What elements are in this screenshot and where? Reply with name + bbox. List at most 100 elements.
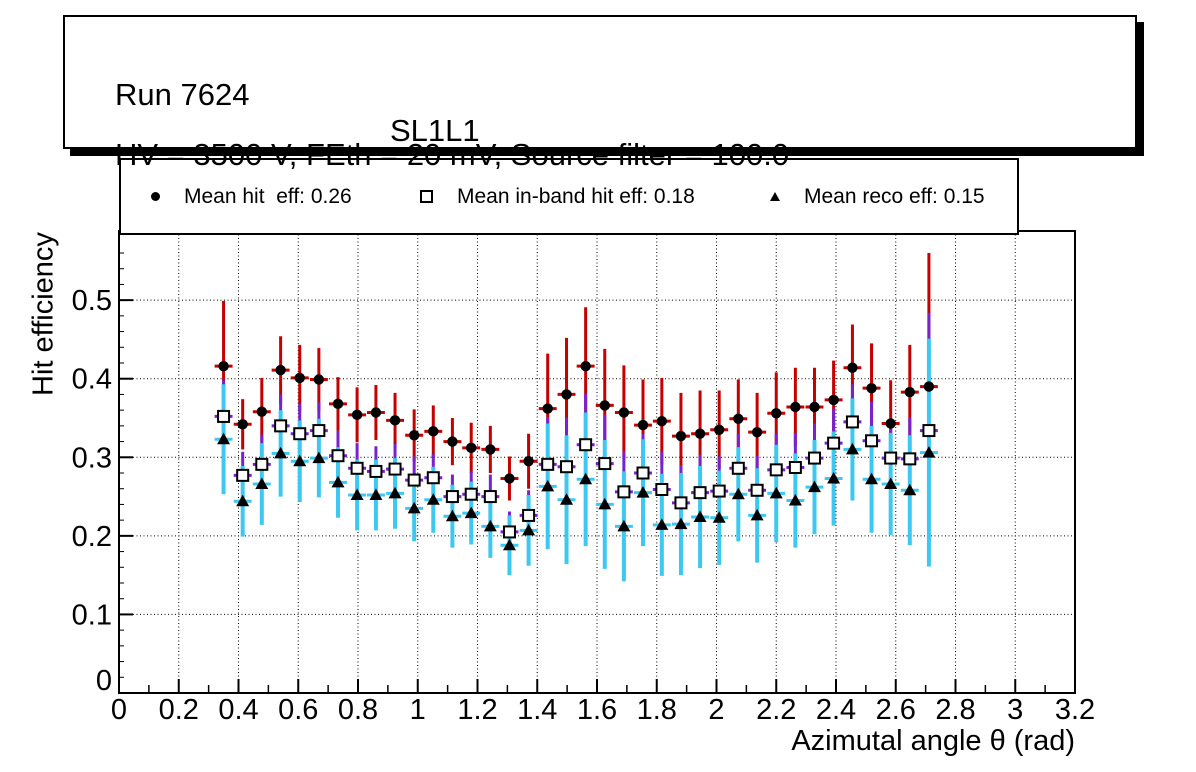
- x-tick-label: 2: [708, 694, 724, 726]
- x-tick-label: 1.4: [517, 694, 557, 726]
- inband-eff-marker: [903, 452, 917, 466]
- hit-eff-marker: [675, 430, 687, 442]
- conditions-text: HV = 3500 V, FEth = 20 mV, Source filter…: [115, 137, 790, 172]
- x-tick-label: 0: [111, 694, 127, 726]
- reco-eff-marker: [788, 494, 802, 506]
- x-tick-label: 2.4: [816, 694, 856, 726]
- reco-eff-marker: [560, 493, 574, 505]
- hit-eff-marker: [466, 442, 477, 454]
- reco-eff-marker: [502, 538, 516, 551]
- reco-eff-marker: [712, 511, 726, 523]
- hit-eff-marker: [332, 398, 344, 410]
- hit-eff-marker: [656, 415, 668, 427]
- inband-eff-marker: [388, 462, 402, 476]
- x-tick-label: 1.2: [457, 694, 497, 726]
- inband-eff-marker: [331, 449, 345, 463]
- title-pave: Run 7624 SL1L1 HV = 3500 V, FEth = 20 mV…: [63, 15, 1137, 172]
- inband-eff-marker: [255, 457, 269, 471]
- x-tick-label: 0.4: [218, 694, 258, 726]
- open-square-icon: [420, 190, 433, 203]
- reco-eff-marker: [217, 432, 231, 445]
- inband-eff-marker: [674, 496, 688, 510]
- hit-eff-marker: [561, 389, 572, 400]
- reco-eff-marker: [693, 510, 707, 522]
- reco-eff-marker: [350, 488, 364, 500]
- inband-eff-marker: [541, 457, 555, 471]
- hit-eff-marker: [408, 430, 420, 441]
- inband-eff-marker: [807, 451, 821, 465]
- legend-entry: Mean hit eff: 0.26: [151, 185, 352, 209]
- reco-eff-marker: [636, 486, 650, 498]
- hit-eff-marker: [771, 408, 782, 419]
- x-tick-label: 0.2: [159, 694, 199, 726]
- reco-eff-marker: [598, 497, 612, 510]
- hit-eff-marker: [618, 407, 630, 418]
- reco-eff-marker: [445, 509, 459, 522]
- inband-eff-marker: [827, 436, 841, 450]
- hit-eff-marker: [504, 473, 515, 484]
- x-tick-label: 1.6: [577, 694, 617, 726]
- hit-eff-marker: [904, 386, 915, 398]
- inband-eff-marker: [483, 490, 497, 504]
- reco-eff-marker: [388, 486, 402, 499]
- reco-eff-marker: [769, 486, 783, 499]
- reco-eff-marker: [617, 519, 631, 532]
- reco-eff-marker: [274, 446, 288, 459]
- inband-eff-marker: [464, 487, 478, 501]
- legend-entry: Mean reco eff: 0.15: [770, 185, 985, 209]
- inband-eff-marker: [731, 461, 745, 475]
- inband-eff-marker: [617, 485, 631, 499]
- y-tick-label: 0.5: [72, 285, 112, 317]
- hit-eff-marker: [523, 456, 534, 467]
- hit-eff-marker: [599, 400, 610, 411]
- inband-eff-marker: [445, 490, 459, 504]
- inband-eff-marker: [636, 466, 650, 480]
- reco-eff-marker: [369, 488, 383, 500]
- y-tick-label: 0.4: [72, 364, 112, 396]
- reco-eff-marker: [312, 451, 326, 464]
- y-tick-label: 0: [96, 665, 112, 697]
- x-tick-label: 1: [410, 694, 426, 726]
- inband-eff-marker: [693, 486, 707, 500]
- inband-eff-marker: [712, 484, 726, 498]
- reco-eff-marker: [731, 487, 745, 500]
- inband-eff-marker: [312, 424, 326, 438]
- hit-eff-marker: [580, 360, 591, 372]
- reco-eff-marker: [236, 494, 250, 507]
- title-line-2: HV = 3500 V, FEth = 20 mV, Source filter…: [65, 101, 1135, 209]
- hit-eff-marker: [866, 382, 877, 394]
- y-tick-label: 0.1: [72, 599, 112, 631]
- inband-eff-marker: [845, 415, 859, 429]
- inband-eff-marker: [407, 473, 421, 487]
- reco-eff-marker: [827, 472, 841, 484]
- hit-eff-marker: [256, 406, 268, 417]
- reco-eff-marker: [522, 523, 536, 536]
- hit-eff-marker: [218, 360, 229, 372]
- inband-eff-marker: [426, 471, 440, 485]
- inband-eff-marker: [522, 508, 536, 522]
- reco-eff-marker: [865, 472, 879, 485]
- x-tick-label: 2.2: [756, 694, 796, 726]
- x-tick-label: 0.8: [338, 694, 378, 726]
- inband-eff-marker: [502, 525, 516, 539]
- hit-eff-marker: [694, 428, 706, 439]
- reco-eff-marker: [293, 454, 307, 467]
- y-axis-title: Hit efficiency: [27, 232, 60, 396]
- hit-eff-marker: [275, 364, 286, 376]
- hit-eff-marker: [790, 401, 801, 413]
- hit-eff-marker: [713, 424, 725, 435]
- reco-eff-marker: [655, 518, 669, 530]
- y-tick-label: 0.2: [72, 521, 112, 553]
- hit-eff-marker: [428, 426, 439, 437]
- y-tick-label: 0.3: [72, 442, 112, 474]
- inband-eff-marker: [598, 457, 612, 471]
- x-tick-label: 3: [1007, 694, 1023, 726]
- inband-eff-marker: [865, 434, 879, 448]
- hit-eff-marker: [828, 394, 839, 406]
- x-tick-label: 0.6: [278, 694, 318, 726]
- hit-eff-marker: [637, 419, 649, 431]
- inband-eff-marker: [655, 483, 669, 496]
- title-line-1: Run 7624 SL1L1: [65, 41, 1135, 185]
- inband-eff-marker: [788, 461, 802, 474]
